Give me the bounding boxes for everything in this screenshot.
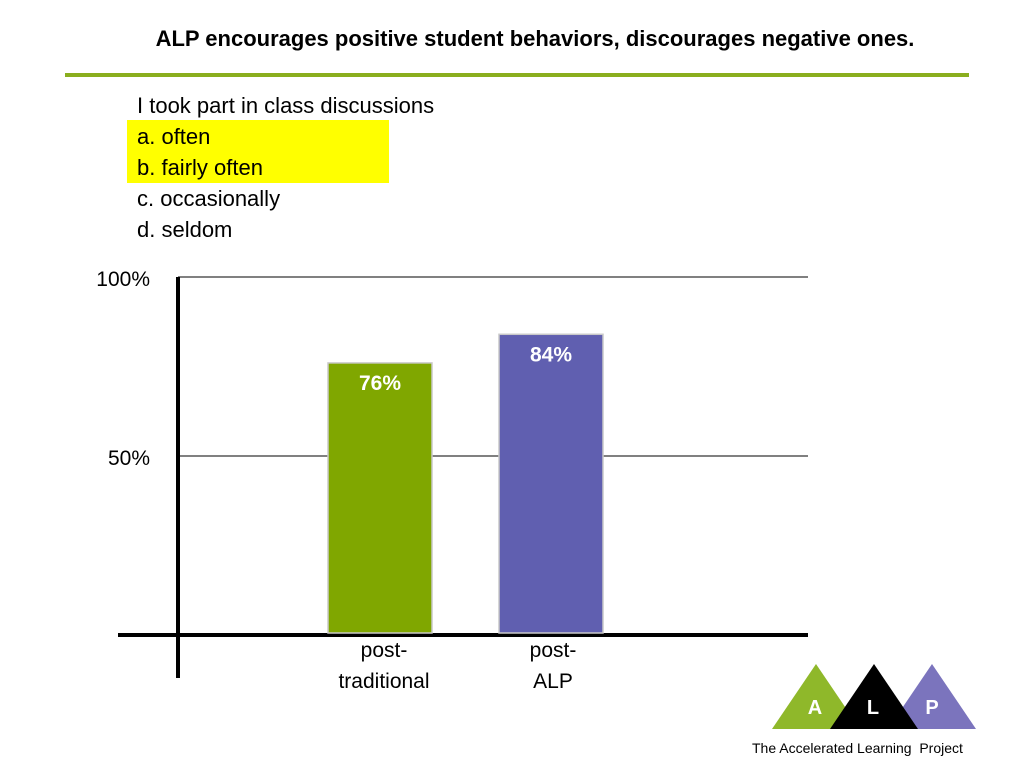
x-tick-label: traditional [338,670,429,693]
x-tick-label: ALP [533,670,573,693]
y-tick-label: 100% [96,268,150,291]
data-label: 84% [530,343,572,366]
title-divider [65,73,969,77]
bar [498,333,604,634]
logo-triangle-a [772,664,860,729]
bar [327,362,433,634]
option-a: a. often [137,124,211,149]
logo-letter-p: P [925,697,938,719]
option-c: c. occasionally [137,186,281,211]
data-label: 76% [359,372,401,395]
x-tick-label: post- [530,639,577,662]
alp-logo: A L P [772,664,976,729]
x-tick-label: post- [361,639,408,662]
y-tick-label: 50% [108,447,150,470]
survey-question: I took part in class discussions a. ofte… [137,90,434,245]
page-title: ALP encourages positive student behavior… [155,26,915,51]
footer-text: The Accelerated Learning Project [752,740,963,756]
answer-highlight [127,120,389,183]
question-prompt: I took part in class discussions [137,93,435,118]
logo-triangle-l [830,664,918,729]
option-d: d. seldom [137,217,233,242]
logo-letter-l: L [867,697,879,719]
option-b: b. fairly often [137,155,263,180]
logo-triangle-p [888,664,976,729]
logo-letter-a: A [808,697,822,719]
